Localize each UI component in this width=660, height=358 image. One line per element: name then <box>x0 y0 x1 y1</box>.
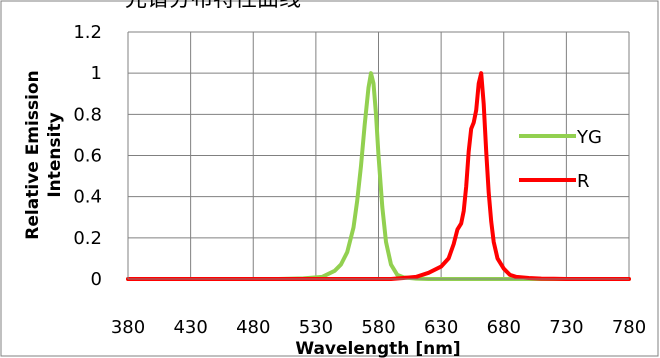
y-tick-label: 0 <box>91 269 102 290</box>
x-tick-label: 580 <box>361 317 395 338</box>
y-tick-label: 1 <box>91 63 102 84</box>
y-tick-labels: 0 0.2 0.4 0.6 0.8 1 1.2 <box>73 22 102 290</box>
x-tick-label: 530 <box>299 317 333 338</box>
legend: YG R <box>519 127 602 192</box>
chart-title: 光谱分布特性曲线 <box>125 0 301 12</box>
x-tick-label: 480 <box>236 317 270 338</box>
x-tick-label: 780 <box>612 317 646 338</box>
x-tick-label: 680 <box>487 317 521 338</box>
x-tick-label: 730 <box>549 317 583 338</box>
y-axis-title-line-2: Intensity <box>45 112 65 197</box>
plot-area: 0 0.2 0.4 0.6 0.8 1 1.2 380 430 480 530 580 630 680 7… <box>73 22 646 338</box>
series-lines <box>126 71 631 281</box>
legend-label-r: R <box>577 171 590 192</box>
y-tick-label: 0.8 <box>73 104 102 125</box>
legend-label-yg: YG <box>576 127 602 148</box>
y-tick-label: 0.2 <box>73 228 102 249</box>
x-tick-labels: 380 430 480 530 580 630 680 730 780 <box>111 317 646 338</box>
y-tick-label: 0.4 <box>73 187 102 208</box>
x-axis-title: Wavelength [nm] <box>295 339 460 358</box>
y-tick-label: 1.2 <box>73 22 102 43</box>
series-line-r <box>126 71 631 281</box>
x-tick-label: 630 <box>424 317 458 338</box>
y-axis-title-line-1: Relative Emission <box>23 70 43 239</box>
series-line-yg <box>126 71 631 281</box>
x-tick-label: 380 <box>111 317 145 338</box>
y-tick-label: 0.6 <box>73 146 102 167</box>
y-axis-title: Relative Emission Intensity <box>23 70 65 239</box>
x-tick-label: 430 <box>173 317 207 338</box>
